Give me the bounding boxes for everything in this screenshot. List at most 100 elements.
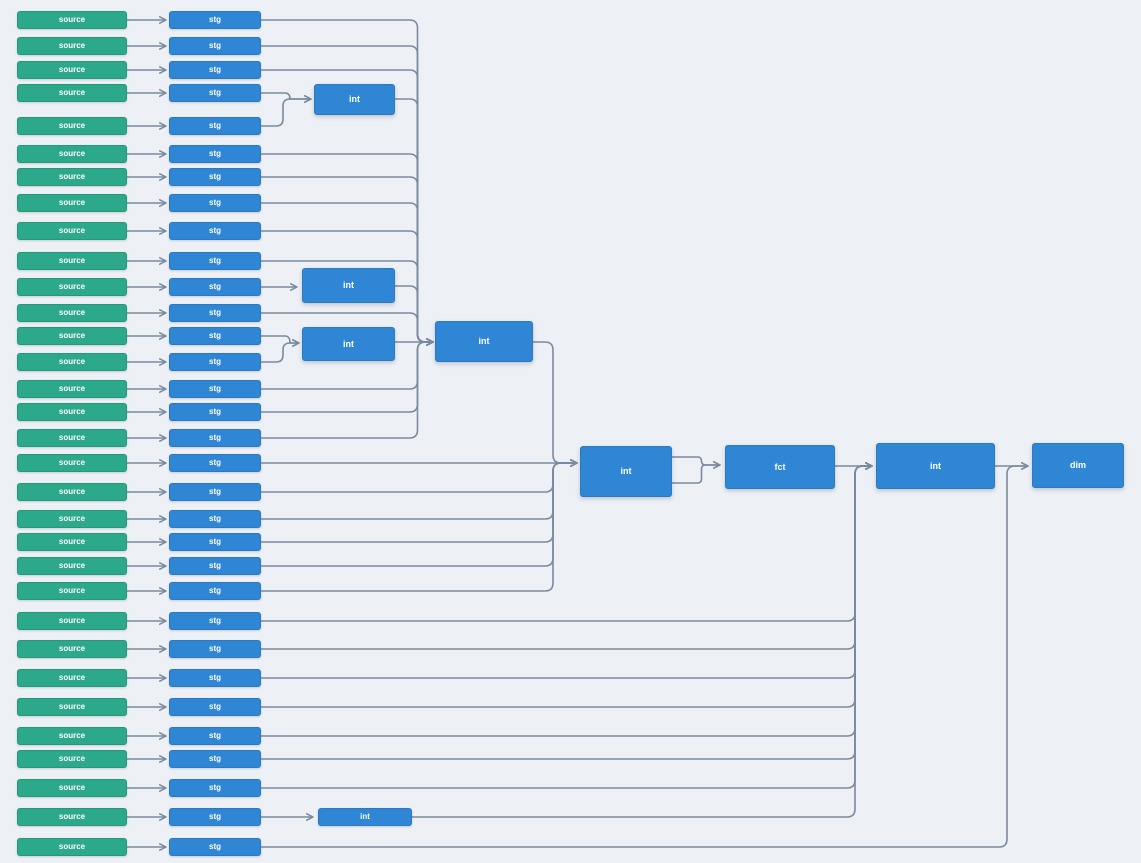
edge-path [261,459,578,567]
source-node-6[interactable]: source [17,145,127,163]
source-node-1[interactable]: source [17,11,127,29]
source-node-16[interactable]: source [17,403,127,421]
stg-node-29[interactable]: stg [169,750,261,768]
stg-node-4[interactable]: stg [169,84,261,102]
stg-node-20[interactable]: stg [169,510,261,528]
edge-path [261,335,300,347]
source-node-12[interactable]: source [17,304,127,322]
source-node-19[interactable]: source [17,483,127,501]
stg-node-5[interactable]: stg [169,117,261,135]
source-node-20[interactable]: source [17,510,127,528]
edge-path [395,98,434,346]
edge-path [261,462,873,679]
stg-node-9[interactable]: stg [169,222,261,240]
edge-path [261,462,873,622]
stg-node-7[interactable]: stg [169,168,261,186]
edge-path [261,176,434,346]
stg-node-17[interactable]: stg [169,429,261,447]
stg-node-32[interactable]: stg [169,838,261,856]
stg-node-22[interactable]: stg [169,557,261,575]
stg-node-31[interactable]: stg [169,808,261,826]
source-node-30[interactable]: source [17,779,127,797]
stg-node-23[interactable]: stg [169,582,261,600]
stg-node-2[interactable]: stg [169,37,261,55]
source-node-5[interactable]: source [17,117,127,135]
source-node-4[interactable]: source [17,84,127,102]
edge-path [261,92,312,103]
source-node-32[interactable]: source [17,838,127,856]
source-node-23[interactable]: source [17,582,127,600]
stg-node-28[interactable]: stg [169,727,261,745]
stg-node-30[interactable]: stg [169,779,261,797]
stg-node-11[interactable]: stg [169,278,261,296]
source-node-15[interactable]: source [17,380,127,398]
edge-path [261,462,873,737]
stg-node-24[interactable]: stg [169,612,261,630]
edge-path [261,462,873,760]
edge-path [672,456,721,469]
stg-node-16[interactable]: stg [169,403,261,421]
dim-node[interactable]: dim [1032,443,1124,488]
int6-node[interactable]: int [876,443,995,489]
source-node-18[interactable]: source [17,454,127,472]
source-node-25[interactable]: source [17,640,127,658]
stg-node-8[interactable]: stg [169,194,261,212]
edge-path [672,461,721,484]
source-node-13[interactable]: source [17,327,127,345]
stg-node-14[interactable]: stg [169,353,261,371]
int1-node[interactable]: int [314,84,395,115]
stg-node-18[interactable]: stg [169,454,261,472]
source-node-9[interactable]: source [17,222,127,240]
stg-node-15[interactable]: stg [169,380,261,398]
stg-node-3[interactable]: stg [169,61,261,79]
source-node-27[interactable]: source [17,698,127,716]
edge-path [261,459,578,592]
stg-node-6[interactable]: stg [169,145,261,163]
stg-node-12[interactable]: stg [169,304,261,322]
edge-path [261,339,300,363]
source-node-22[interactable]: source [17,557,127,575]
stg-node-19[interactable]: stg [169,483,261,501]
edge-path [261,153,434,346]
stg-node-21[interactable]: stg [169,533,261,551]
edge-path [261,459,578,520]
stg-node-26[interactable]: stg [169,669,261,687]
source-node-10[interactable]: source [17,252,127,270]
edge-path [533,341,578,467]
int3-node[interactable]: int [302,327,395,361]
edge-path [261,462,873,650]
source-node-3[interactable]: source [17,61,127,79]
stg-node-27[interactable]: stg [169,698,261,716]
edge-path [261,459,578,543]
source-node-28[interactable]: source [17,727,127,745]
int5-node[interactable]: int [580,446,672,497]
stg-node-13[interactable]: stg [169,327,261,345]
source-node-31[interactable]: source [17,808,127,826]
source-node-17[interactable]: source [17,429,127,447]
int4-node[interactable]: int [435,321,533,362]
source-node-8[interactable]: source [17,194,127,212]
int7-node[interactable]: int [318,808,412,826]
source-node-7[interactable]: source [17,168,127,186]
stg-node-1[interactable]: stg [169,11,261,29]
fct-node[interactable]: fct [725,445,835,489]
source-node-14[interactable]: source [17,353,127,371]
edge-path [261,462,1029,848]
source-node-11[interactable]: source [17,278,127,296]
edge-path [261,462,873,708]
edge-path [261,95,312,127]
source-node-2[interactable]: source [17,37,127,55]
edge-path [261,459,578,493]
int2-node[interactable]: int [302,268,395,303]
stg-node-25[interactable]: stg [169,640,261,658]
edges-group [127,16,1029,851]
source-node-24[interactable]: source [17,612,127,630]
edge-path [395,285,434,346]
source-node-21[interactable]: source [17,533,127,551]
edge-path [261,462,873,789]
source-node-29[interactable]: source [17,750,127,768]
source-node-26[interactable]: source [17,669,127,687]
stg-node-10[interactable]: stg [169,252,261,270]
edge-path [412,462,873,818]
